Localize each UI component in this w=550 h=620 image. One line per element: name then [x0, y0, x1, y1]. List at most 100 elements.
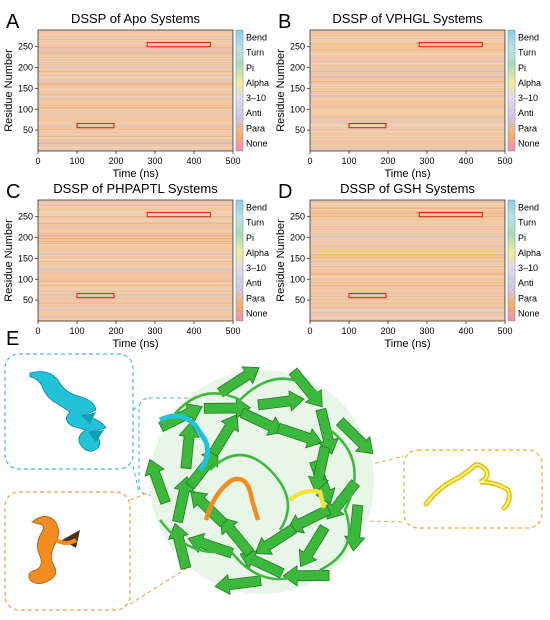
- colorbar-label: 3–10: [246, 263, 266, 273]
- residue-stripe: [310, 309, 505, 310]
- colorbar-label: Para: [518, 293, 537, 303]
- residue-stripe: [38, 132, 233, 134]
- residue-stripe: [310, 246, 505, 248]
- colorbar-label: Pi: [518, 233, 526, 243]
- residue-stripe: [310, 116, 505, 117]
- residue-stripe: [310, 123, 505, 125]
- highlight-box-2: [418, 41, 483, 48]
- beta-strand: [254, 523, 298, 555]
- residue-stripe: [310, 125, 505, 126]
- colorbar-label: None: [518, 138, 540, 148]
- residue-stripe: [310, 150, 505, 151]
- heatmap-stripes: [310, 200, 505, 320]
- residue-stripe: [38, 299, 233, 300]
- loop: [319, 429, 356, 572]
- residue-stripe: [38, 123, 233, 125]
- cyan-segment-zoom: [29, 371, 107, 452]
- residue-stripe: [38, 319, 233, 320]
- y-axis-label: Residue Number: [3, 49, 15, 132]
- residue-stripe: [310, 254, 505, 255]
- residue-stripe: [38, 231, 233, 232]
- residue-stripe: [38, 96, 233, 97]
- residue-stripe: [38, 147, 233, 149]
- x-axis-label: Time (ns): [384, 168, 430, 180]
- orange-segment-zoom: [28, 516, 80, 584]
- residue-stripe: [310, 235, 505, 237]
- residue-stripe: [38, 76, 233, 78]
- residue-stripe: [310, 319, 505, 320]
- residue-stripe: [310, 221, 505, 222]
- residue-stripe: [310, 260, 505, 262]
- residue-stripe: [310, 245, 505, 247]
- residue-stripe: [38, 245, 233, 247]
- residue-stripe: [38, 221, 233, 222]
- residue-stripe: [310, 128, 505, 129]
- loop: [169, 377, 321, 421]
- residue-stripe: [38, 149, 233, 150]
- colorbar-label: Bend: [246, 33, 267, 43]
- panel-letter: B: [278, 11, 291, 33]
- colorbar-label: Alpha: [518, 78, 541, 88]
- residue-stripe: [310, 267, 505, 269]
- colorbar-label: Pi: [518, 63, 526, 73]
- x-tick-label: 0: [35, 326, 40, 336]
- residue-stripe: [310, 240, 505, 241]
- heatmap-stripes: [38, 32, 233, 151]
- residue-stripe: [38, 85, 233, 87]
- orange-region: [203, 476, 261, 521]
- x-tick-label: 100: [69, 156, 84, 166]
- residue-stripe: [310, 130, 505, 132]
- colorbar-label: 3–10: [518, 263, 538, 273]
- residue-stripe: [310, 53, 505, 55]
- x-tick-label: 400: [186, 156, 201, 166]
- panel-letter-e: E: [6, 328, 19, 350]
- x-tick-label: 100: [341, 156, 356, 166]
- residue-stripe: [310, 111, 505, 113]
- colorbar-label: 3–10: [518, 93, 538, 103]
- y-tick-label: 100: [290, 274, 305, 284]
- x-tick-label: 300: [147, 156, 162, 166]
- residue-stripe: [310, 312, 505, 314]
- residue-stripe: [310, 110, 505, 112]
- residue-stripe: [38, 38, 233, 39]
- residue-stripe: [310, 140, 505, 142]
- beta-strand: [239, 407, 285, 436]
- residue-stripe: [310, 60, 505, 61]
- residue-stripe: [310, 238, 505, 240]
- residue-stripe: [310, 43, 505, 45]
- y-tick-label: 200: [18, 233, 33, 243]
- residue-stripe: [38, 300, 233, 302]
- residue-stripe: [38, 75, 233, 77]
- residue-stripe: [38, 136, 233, 137]
- residue-stripe: [38, 239, 233, 240]
- residue-stripe: [38, 301, 233, 303]
- residue-stripe: [38, 43, 233, 45]
- residue-stripe: [310, 73, 505, 75]
- beta-strand: [298, 524, 330, 568]
- x-tick-label: 500: [225, 326, 240, 336]
- residue-stripe: [310, 136, 505, 137]
- residue-stripe: [310, 141, 505, 143]
- residue-stripe: [38, 140, 233, 141]
- residue-stripe: [310, 243, 505, 244]
- residue-stripe: [38, 307, 233, 308]
- beta-strand: [144, 458, 171, 505]
- residue-stripe: [38, 82, 233, 83]
- residue-stripe: [38, 210, 233, 212]
- residue-stripe: [38, 98, 233, 100]
- residue-stripe: [38, 140, 233, 142]
- residue-stripe: [38, 289, 233, 291]
- residue-stripe: [38, 39, 233, 40]
- residue-stripe: [310, 296, 505, 297]
- residue-stripe: [38, 77, 233, 79]
- residue-stripe: [310, 291, 505, 293]
- cyan-region: [158, 413, 211, 472]
- residue-stripe: [310, 76, 505, 78]
- residue-stripe: [38, 55, 233, 57]
- x-tick-label: 300: [147, 326, 162, 336]
- residue-stripe: [310, 208, 505, 209]
- residue-stripe: [38, 80, 233, 81]
- residue-stripe: [38, 91, 233, 93]
- residue-stripe: [310, 265, 505, 266]
- residue-stripe: [310, 70, 505, 71]
